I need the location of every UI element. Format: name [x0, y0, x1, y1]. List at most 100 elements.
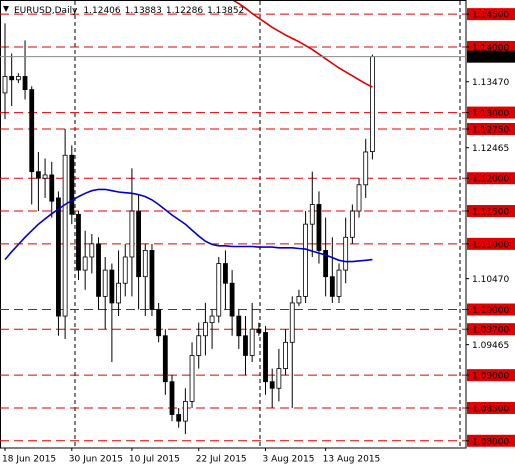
candle-body — [56, 197, 61, 317]
price-label: 1.13852 — [472, 53, 509, 63]
price-label-box — [467, 50, 515, 63]
open: 1.12406 — [83, 6, 120, 16]
y-tick-label: 1.10470 — [472, 275, 509, 285]
candle-body — [62, 154, 68, 317]
candle-body — [216, 263, 222, 317]
candle-body — [169, 381, 175, 415]
candle-body — [69, 154, 75, 215]
candle-body — [109, 269, 115, 304]
level-label-box — [467, 323, 515, 336]
candle-body — [42, 174, 48, 179]
candle-body — [236, 315, 242, 337]
candle-body — [102, 269, 108, 297]
candle-body — [49, 174, 55, 202]
candle-body — [2, 76, 8, 94]
candle-body — [156, 309, 162, 337]
candle-body — [223, 263, 228, 284]
level-label: 1.10000 — [472, 306, 509, 316]
candle-body — [136, 210, 142, 278]
level-label-box — [467, 401, 515, 414]
candle-body — [303, 223, 309, 297]
x-tick-label: 10 Jul 2015 — [129, 455, 180, 465]
candle-body — [276, 368, 282, 389]
candle-body — [369, 56, 375, 152]
x-tick-label: 18 Jun 2015 — [2, 455, 56, 465]
candle-body — [309, 204, 315, 225]
level-label: 1.09700 — [472, 326, 509, 336]
y-tick-label: 1.09465 — [472, 341, 509, 351]
candle-body — [122, 256, 128, 284]
candle-body — [283, 341, 288, 369]
candle-body — [269, 381, 275, 389]
plot-area — [0, 1, 466, 442]
level-label: 1.12750 — [472, 125, 509, 135]
candle-body — [243, 335, 248, 356]
low: 1.12286 — [166, 6, 203, 16]
candle-body — [9, 76, 15, 81]
candle-body — [209, 315, 215, 324]
candle-body — [176, 414, 182, 422]
header-arrow — [3, 6, 9, 12]
candle-body — [182, 400, 188, 422]
candle-body — [196, 335, 202, 356]
candle-body — [343, 236, 349, 271]
y-tick-label: 1.13470 — [472, 78, 509, 88]
candle-body — [82, 256, 88, 271]
candle-body — [36, 171, 41, 179]
symbol: EURUSD,Daily — [14, 6, 78, 16]
level-label-box — [467, 369, 515, 382]
candle-body — [349, 210, 355, 238]
candle-body — [89, 243, 95, 258]
moving-average — [232, 1, 373, 88]
candle-body — [229, 282, 235, 317]
candle-body — [76, 213, 81, 271]
level-label-box — [467, 122, 515, 135]
candle-body — [96, 243, 101, 297]
level-label-box — [467, 106, 515, 119]
candle-body — [256, 328, 262, 333]
candle-body — [316, 204, 322, 251]
level-label-box — [467, 303, 515, 316]
candle-body — [289, 302, 295, 343]
plot-frame — [0, 0, 467, 449]
level-label: 1.14500 — [472, 11, 509, 21]
level-label: 1.12000 — [472, 175, 509, 185]
candle-body — [29, 89, 35, 173]
level-label-box — [467, 237, 515, 250]
x-tick-label: 3 Aug 2015 — [263, 455, 315, 465]
candle-body — [356, 184, 362, 212]
price-axis: 1.14500 1.14000 1.13000 1.12750 1.12000 1.115… — [466, 8, 515, 447]
level-label: 1.11000 — [472, 240, 509, 250]
moving-average — [4, 188, 373, 263]
level-label: 1.11500 — [472, 208, 509, 218]
level-label: 1.08000 — [472, 437, 509, 447]
level-label-box — [467, 205, 515, 218]
candle-body — [162, 335, 168, 383]
candle-body — [149, 250, 155, 310]
level-label-box — [467, 8, 515, 21]
level-label-box — [467, 434, 515, 447]
candle-body — [323, 250, 329, 278]
x-tick-label: 22 Jul 2015 — [196, 455, 247, 465]
level-label-box — [467, 40, 515, 53]
candle-body — [363, 151, 369, 186]
x-tick-label: 13 Aug 2015 — [323, 455, 381, 465]
candle-body — [263, 332, 268, 383]
y-tick-label: 1.12465 — [472, 144, 509, 154]
candle-body — [189, 355, 195, 402]
level-label: 1.08500 — [472, 404, 509, 414]
candle-body — [249, 328, 255, 356]
x-tick-label: 30 Jun 2015 — [69, 455, 123, 465]
header: EURUSD,Daily 1.12406 1.13883 1.12286 1.13852 — [14, 6, 244, 16]
candle-body — [336, 269, 342, 297]
close: 1.13852 — [207, 6, 244, 16]
level-label: 1.13000 — [472, 109, 509, 119]
candle-body — [116, 282, 121, 304]
candle-body — [329, 276, 335, 297]
candle-body — [129, 210, 135, 258]
candle-body — [15, 76, 21, 81]
level-label: 1.09000 — [472, 372, 509, 382]
high: 1.13883 — [125, 6, 162, 16]
candle-body — [202, 322, 208, 337]
